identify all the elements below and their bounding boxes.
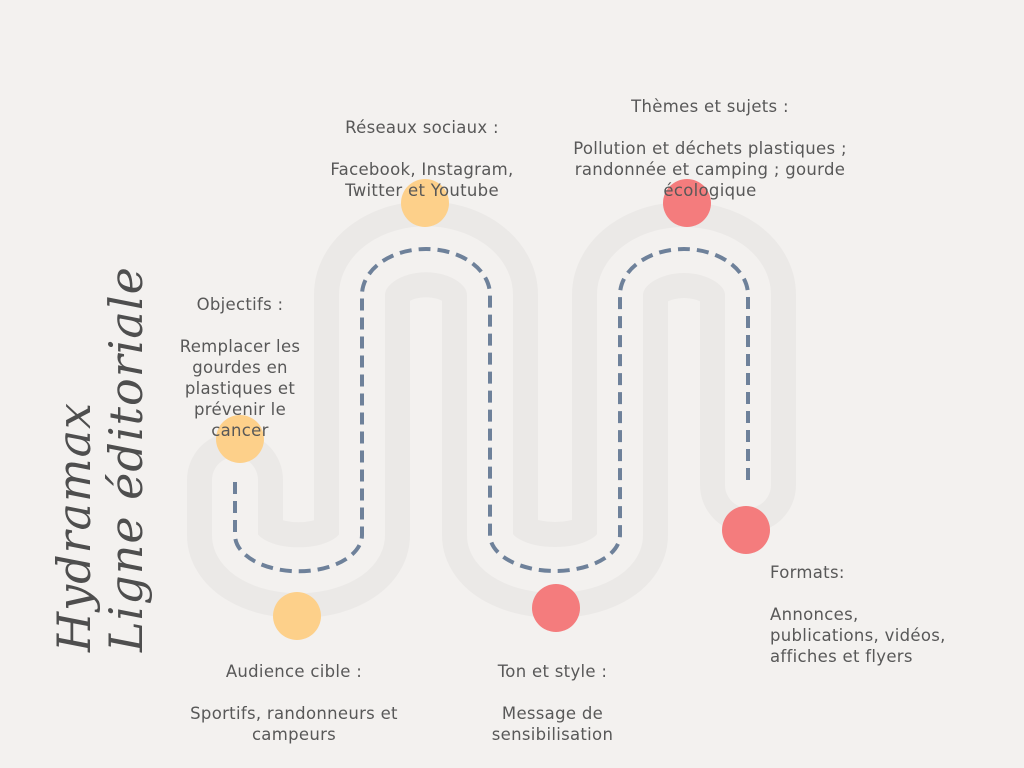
step-formats-text: Annonces, publications, vidéos, affiches…	[770, 605, 946, 666]
step-reseaux-dot	[401, 179, 449, 227]
brand-name: Hydramax	[47, 402, 101, 652]
dashed-path	[233, 247, 750, 574]
step-ton-title: Ton et style :	[497, 662, 608, 681]
step-reseaux-title: Réseaux sociaux :	[345, 118, 499, 137]
step-ton-dot	[532, 584, 580, 632]
step-themes-title: Thèmes et sujets :	[631, 97, 789, 116]
step-objectifs-dot	[216, 415, 264, 463]
step-audience-dot	[273, 592, 321, 640]
step-reseaux-label: Réseaux sociaux : Facebook, Instagram, T…	[312, 96, 532, 222]
step-themes-text: Pollution et déchets plastiques ; randon…	[573, 139, 847, 200]
step-formats-dot	[722, 506, 770, 554]
step-objectifs-label: Objectifs : Remplacer les gourdes en pla…	[160, 273, 320, 462]
step-audience-label: Audience cible : Sportifs, randonneurs e…	[175, 640, 413, 766]
step-ton-label: Ton et style : Message de sensibilisatio…	[475, 640, 630, 766]
step-themes-dot	[663, 179, 711, 227]
step-reseaux-text: Facebook, Instagram, Twitter et Youtube	[330, 160, 514, 200]
step-formats-title: Formats:	[770, 563, 845, 582]
step-audience-title: Audience cible :	[225, 662, 363, 681]
step-themes-label: Thèmes et sujets : Pollution et déchets …	[555, 75, 865, 222]
step-formats-label: Formats: Annonces, publications, vidéos,…	[770, 541, 1010, 688]
subtitle: Ligne éditoriale	[99, 266, 153, 652]
step-objectifs-title: Objectifs :	[196, 295, 284, 314]
step-objectifs-text: Remplacer les gourdes en plastiques et p…	[179, 337, 301, 440]
step-ton-text: Message de sensibilisation	[491, 704, 614, 744]
diagram-title: Hydramax Ligne éditoriale	[47, 232, 153, 652]
step-audience-text: Sportifs, randonneurs et campeurs	[190, 704, 398, 744]
